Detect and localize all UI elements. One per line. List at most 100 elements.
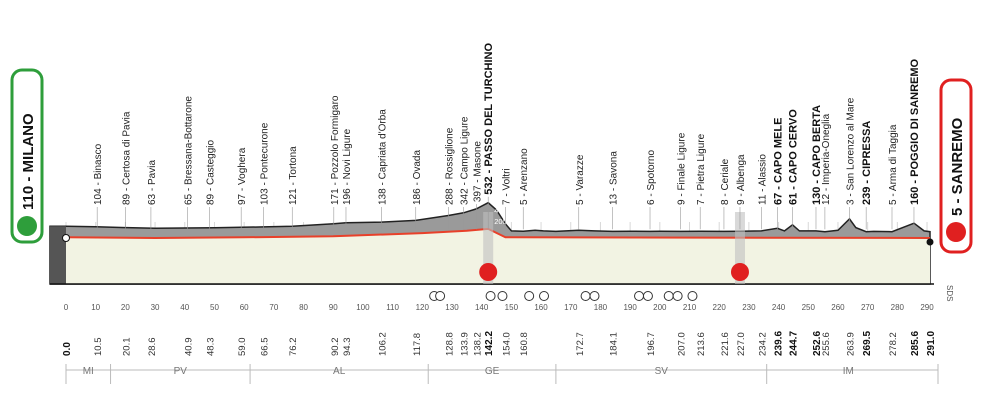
km-label: 94.3 bbox=[342, 338, 353, 357]
km-label: 252.6 bbox=[812, 331, 823, 356]
waypoint-label: 9 - Finale Ligure bbox=[677, 132, 688, 205]
x-tick-label: 260 bbox=[831, 303, 845, 312]
x-tick-label: 200 bbox=[653, 303, 667, 312]
feed-zone-band bbox=[483, 212, 494, 284]
x-tick-label: 0 bbox=[64, 303, 69, 312]
km-label: 196.7 bbox=[646, 332, 657, 356]
x-tick-label: 290 bbox=[920, 303, 934, 312]
km-label: 244.7 bbox=[789, 331, 800, 356]
waypoint-label: 5 - Arma di Taggia bbox=[888, 124, 899, 205]
km-label: 48.3 bbox=[205, 338, 216, 357]
waypoint-label: 342 - Campo Ligure bbox=[460, 116, 471, 205]
x-tick-label: 130 bbox=[445, 303, 459, 312]
km-label: 263.9 bbox=[846, 332, 857, 356]
x-tick-label: 70 bbox=[269, 303, 278, 312]
feed-zone-icon bbox=[479, 263, 498, 281]
x-tick-label: 30 bbox=[151, 303, 160, 312]
km-label: 10.5 bbox=[93, 338, 104, 357]
altitude-tick-label: 400 bbox=[494, 206, 507, 215]
km-label: 106.2 bbox=[377, 332, 388, 356]
start-label: 110 - MILANO bbox=[20, 113, 37, 210]
timed-point-icon bbox=[497, 291, 508, 301]
waypoint-label: 12 - Imperia-Oneglia bbox=[821, 113, 832, 205]
altitude-tick-label: 200 bbox=[494, 217, 507, 226]
km-label: 128.8 bbox=[444, 332, 455, 356]
waypoint-label: 532 - PASSO DEL TURCHINO bbox=[483, 43, 495, 195]
finish-badge: 5 - SANREMO bbox=[939, 78, 973, 254]
cyclist-icon bbox=[17, 216, 37, 236]
x-tick-label: 40 bbox=[180, 303, 189, 312]
timed-point-icon bbox=[435, 291, 446, 301]
route-line bbox=[65, 227, 931, 240]
timed-point-icon bbox=[485, 291, 496, 301]
province-label: IM bbox=[843, 366, 854, 377]
km-label: 20.1 bbox=[122, 338, 133, 357]
km-label: 207.0 bbox=[677, 332, 688, 356]
start-wall bbox=[50, 226, 66, 284]
x-tick-label: 90 bbox=[329, 303, 338, 312]
km-label: 255.6 bbox=[821, 332, 832, 356]
x-tick-label: 120 bbox=[416, 303, 430, 312]
x-tick-label: 270 bbox=[861, 303, 875, 312]
waypoint-label: 9 - Albenga bbox=[736, 154, 747, 205]
x-tick-label: 100 bbox=[356, 303, 370, 312]
sds-label: SDS bbox=[945, 285, 954, 301]
x-tick-label: 60 bbox=[240, 303, 249, 312]
waypoint-label: 130 - CAPO BERTA bbox=[811, 105, 823, 205]
timed-point-icon bbox=[672, 291, 683, 301]
km-label: 278.2 bbox=[888, 332, 899, 356]
km-label: 142.2 bbox=[484, 331, 495, 356]
waypoint-label: 104 - Binasco bbox=[93, 143, 104, 205]
waypoint-label: 63 - Pavia bbox=[147, 160, 158, 205]
km-label: 227.0 bbox=[736, 332, 747, 356]
x-tick-label: 150 bbox=[505, 303, 519, 312]
x-tick-label: 110 bbox=[386, 303, 399, 312]
km-label: 40.9 bbox=[183, 338, 194, 357]
province-label: SV bbox=[655, 366, 669, 377]
feed-zone-icon bbox=[730, 263, 749, 281]
province-label: MI bbox=[83, 366, 94, 377]
waypoint-label: 65 - Bressana-Bottarone bbox=[183, 96, 194, 205]
x-tick-label: 230 bbox=[742, 303, 756, 312]
start-marker bbox=[62, 234, 70, 242]
km-label: 269.5 bbox=[862, 331, 873, 356]
waypoint-label: 61 - CAPO CERVO bbox=[788, 109, 800, 205]
feed-zone-band bbox=[734, 212, 745, 284]
waypoint-label: 103 - Pontecurone bbox=[259, 122, 270, 205]
x-tick-label: 140 bbox=[475, 303, 489, 312]
waypoint-label: 67 - CAPO MELE bbox=[772, 118, 784, 205]
km-label: 234.2 bbox=[757, 332, 768, 356]
km-label: 66.5 bbox=[259, 338, 270, 357]
waypoint-label: 3 - San Lorenzo al Mare bbox=[846, 97, 857, 205]
province-label: AL bbox=[333, 366, 346, 377]
waypoint-label: 397 - Masone bbox=[472, 141, 483, 203]
x-tick-label: 240 bbox=[772, 303, 786, 312]
km-label: 76.2 bbox=[288, 338, 299, 357]
waypoint-label: 8 - Ceriale bbox=[720, 158, 731, 205]
km-label: 160.8 bbox=[519, 332, 530, 356]
finish-label: 5 - SANREMO bbox=[949, 117, 966, 216]
waypoint-label: 239 - CIPRESSA bbox=[861, 121, 873, 205]
waypoint-label: 89 - Certosa di Pavia bbox=[122, 111, 133, 205]
waypoint-label: 171 - Pozzolo Formigaro bbox=[330, 95, 341, 205]
timed-point-icon bbox=[634, 291, 645, 301]
x-tick-label: 220 bbox=[713, 303, 727, 312]
province-label: GE bbox=[485, 366, 500, 377]
start-badge: 110 - MILANO bbox=[10, 68, 44, 244]
km-label: 213.6 bbox=[696, 332, 707, 356]
km-label: 239.6 bbox=[773, 331, 784, 356]
province-label: PV bbox=[174, 366, 188, 377]
x-tick-label: 210 bbox=[683, 303, 697, 312]
timed-point-icon bbox=[589, 291, 600, 301]
waypoint-label: 186 - Ovada bbox=[412, 150, 423, 205]
timed-point-icon bbox=[642, 291, 653, 301]
x-tick-label: 190 bbox=[623, 303, 637, 312]
waypoint-label: 160 - POGGIO DI SANREMO bbox=[909, 58, 921, 205]
x-tick-label: 20 bbox=[121, 303, 130, 312]
x-tick-label: 80 bbox=[299, 303, 308, 312]
km-label: 154.0 bbox=[501, 332, 512, 356]
km-label: 133.9 bbox=[460, 332, 471, 356]
waypoint-label: 5 - Arenzano bbox=[519, 148, 530, 205]
